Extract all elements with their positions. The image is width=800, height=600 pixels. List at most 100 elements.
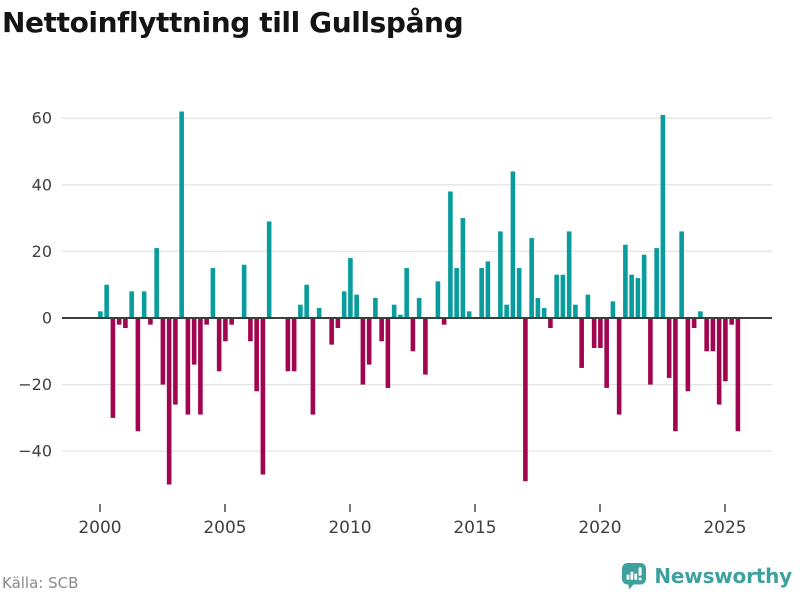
bar-positive xyxy=(566,231,572,318)
bar-negative xyxy=(523,318,528,482)
bar-positive xyxy=(129,291,134,318)
bar-positive xyxy=(498,231,503,318)
bar-positive xyxy=(448,191,453,318)
bar-negative xyxy=(366,318,372,365)
bar-negative xyxy=(616,318,622,415)
bar-positive xyxy=(304,284,309,318)
bar-negative xyxy=(710,318,716,352)
bar-negative xyxy=(716,318,722,405)
bar-positive xyxy=(435,281,441,318)
bar-negative xyxy=(735,318,741,432)
bar-negative xyxy=(160,318,166,385)
bar-positive xyxy=(535,298,541,318)
bar-negative xyxy=(335,318,341,328)
bar-positive xyxy=(398,314,403,318)
x-axis-label: 2000 xyxy=(78,518,121,538)
bar-negative xyxy=(723,318,728,382)
bar-positive xyxy=(679,231,684,318)
bar-negative xyxy=(254,318,259,392)
bar-positive xyxy=(266,221,272,318)
bar-positive xyxy=(654,248,659,318)
bar-negative xyxy=(123,318,128,328)
bar-negative xyxy=(291,318,297,372)
x-axis-label: 2025 xyxy=(703,518,746,538)
bar-positive xyxy=(104,284,109,318)
bar-negative xyxy=(441,318,447,325)
bar-positive xyxy=(179,111,184,318)
bar-positive xyxy=(641,254,647,318)
source-caption: Källa: SCB xyxy=(2,574,79,592)
y-axis-label: 0 xyxy=(42,309,52,328)
bar-negative xyxy=(591,318,597,348)
bar-negative xyxy=(148,318,153,325)
bar-positive xyxy=(141,291,147,318)
bar-negative xyxy=(360,318,366,385)
page-title: Nettoinflyttning till Gullspång xyxy=(2,6,464,39)
bar-negative xyxy=(604,318,609,388)
brand-logo: Newsworthy xyxy=(621,562,792,590)
bar-positive xyxy=(154,248,159,318)
bar-negative xyxy=(729,318,734,325)
bar-negative xyxy=(248,318,253,342)
bar-negative xyxy=(223,318,228,342)
chart-area: 60 40 20 0 −20 −40 2000 2005 2010 2015 2020 2025 xyxy=(0,85,800,550)
bar-positive xyxy=(416,298,422,318)
bar-positive xyxy=(210,268,216,318)
bar-positive xyxy=(391,304,397,318)
bar-positive xyxy=(573,304,578,318)
bar-negative xyxy=(173,318,178,405)
bar-positive xyxy=(241,264,247,318)
bar-positive xyxy=(479,268,484,318)
x-axis-label: 2020 xyxy=(578,518,621,538)
bar-positive xyxy=(510,171,516,318)
bar-positive xyxy=(635,278,641,318)
bar-positive xyxy=(460,218,466,318)
bar-negative xyxy=(185,318,191,415)
bar-positive xyxy=(660,114,666,319)
bar-negative xyxy=(166,318,172,485)
bar-negative xyxy=(385,318,391,388)
bar-negative xyxy=(191,318,197,365)
bar-positive xyxy=(610,301,616,318)
bar-negative xyxy=(204,318,209,325)
bar-positive xyxy=(485,261,491,318)
bar-positive xyxy=(623,244,628,318)
bar-positive xyxy=(341,291,347,318)
bar-negative xyxy=(116,318,122,325)
bar-negative xyxy=(260,318,266,475)
bar-negative xyxy=(579,318,584,368)
bar-positive xyxy=(454,268,459,318)
bar-negative xyxy=(198,318,203,415)
bar-negative xyxy=(379,318,384,342)
bar-negative xyxy=(685,318,691,392)
x-axis-label: 2005 xyxy=(203,518,246,538)
bar-negative xyxy=(691,318,697,328)
bar-positive xyxy=(466,311,472,318)
bar-negative xyxy=(648,318,653,385)
x-axis-label: 2015 xyxy=(453,518,496,538)
bar-positive xyxy=(554,274,559,318)
bar-negative xyxy=(229,318,234,325)
bar-negative xyxy=(135,318,141,432)
bar-positive xyxy=(404,268,409,318)
bar-positive xyxy=(585,294,591,318)
bar-positive xyxy=(560,274,566,318)
bar-positive xyxy=(348,258,353,318)
bar-positive xyxy=(354,294,359,318)
bar-positive xyxy=(698,311,703,318)
bar-negative xyxy=(548,318,553,328)
bar-negative xyxy=(673,318,678,432)
bar-negative xyxy=(598,318,603,348)
bar-positive xyxy=(529,238,534,318)
bar-positive xyxy=(373,298,378,318)
bar-positive xyxy=(504,304,509,318)
y-axis-label: −20 xyxy=(18,375,52,394)
bar-negative xyxy=(704,318,709,352)
newsworthy-bubble-chart-icon xyxy=(622,563,647,590)
y-axis-label: −40 xyxy=(18,442,52,461)
bar-negative xyxy=(310,318,316,415)
y-axis-label: 40 xyxy=(32,175,52,194)
bar-negative xyxy=(666,318,672,378)
bar-positive xyxy=(98,311,103,318)
bar-negative xyxy=(285,318,291,372)
